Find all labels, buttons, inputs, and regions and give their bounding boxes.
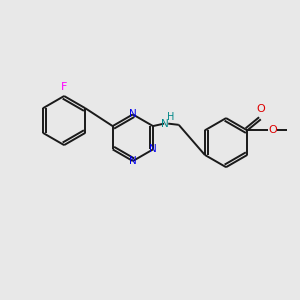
Text: H: H <box>167 112 174 122</box>
Text: N: N <box>149 144 157 154</box>
Text: F: F <box>61 82 67 92</box>
Text: O: O <box>256 104 265 114</box>
Text: N: N <box>129 156 137 166</box>
Text: N: N <box>129 110 137 119</box>
Text: O: O <box>268 125 277 135</box>
Text: N: N <box>161 118 169 129</box>
